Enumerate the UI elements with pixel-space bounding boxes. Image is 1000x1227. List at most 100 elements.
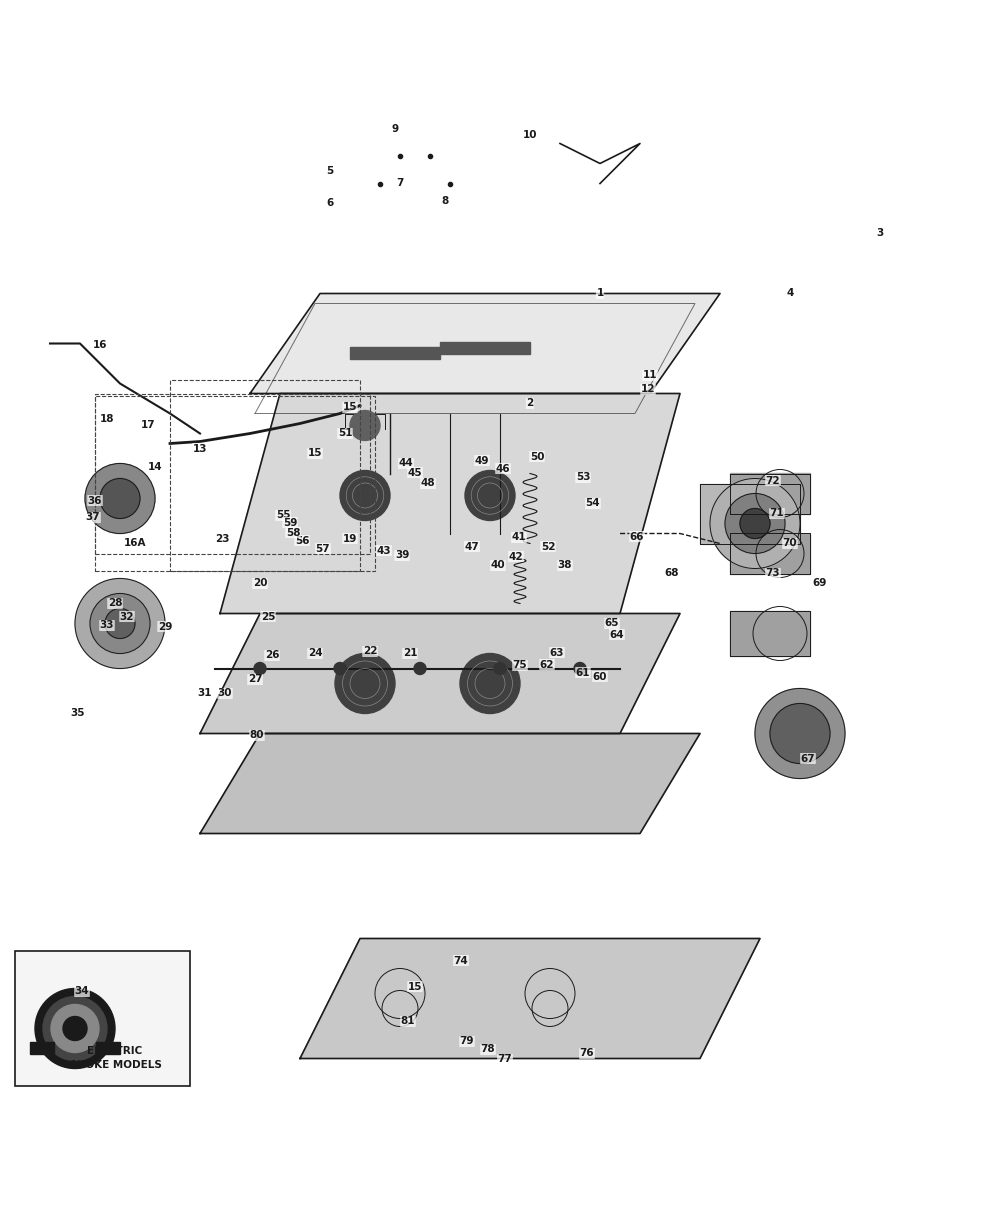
Text: 73: 73 [766,568,780,578]
Circle shape [35,989,115,1069]
Text: 34: 34 [75,987,89,996]
Polygon shape [300,939,760,1059]
Text: 67: 67 [801,753,815,763]
Text: 31: 31 [198,688,212,698]
Text: 17: 17 [141,421,155,431]
Text: 57: 57 [316,544,330,553]
Text: 9: 9 [391,124,399,135]
Text: 77: 77 [498,1054,512,1065]
Circle shape [770,703,830,763]
Text: 7: 7 [396,178,404,189]
Text: 6: 6 [326,199,334,209]
Text: 42: 42 [509,551,523,562]
Text: 12: 12 [641,384,655,395]
Text: 37: 37 [86,513,100,523]
Bar [96,1042,120,1054]
Text: 70: 70 [783,539,797,548]
Text: 75: 75 [513,660,527,670]
Text: 62: 62 [540,659,554,670]
Text: CHOKE MODELS: CHOKE MODELS [69,1060,161,1070]
Text: 66: 66 [630,531,644,541]
Polygon shape [700,483,800,544]
Polygon shape [200,734,700,833]
Text: 64: 64 [610,629,624,639]
Text: 79: 79 [460,1037,474,1047]
Text: 63: 63 [550,648,564,658]
Text: 55: 55 [276,510,290,520]
Text: 60: 60 [593,671,607,681]
Bar [440,341,530,353]
Text: 56: 56 [295,535,309,546]
Circle shape [85,464,155,534]
Text: 18: 18 [100,413,114,423]
Text: 22: 22 [363,647,377,656]
Text: 76: 76 [580,1049,594,1059]
Text: 28: 28 [108,599,122,609]
Text: 74: 74 [454,956,468,966]
Text: 21: 21 [403,649,417,659]
Polygon shape [250,293,720,394]
Circle shape [334,663,346,675]
Circle shape [335,654,395,713]
Text: 20: 20 [253,578,267,589]
Text: 50: 50 [530,452,544,461]
Text: 8: 8 [441,195,449,205]
Circle shape [725,493,785,553]
Text: 45: 45 [408,467,422,477]
Text: 52: 52 [541,541,555,551]
Text: 71: 71 [770,508,784,519]
Text: 46: 46 [496,464,510,474]
Bar [350,346,440,358]
Bar [95,394,370,553]
Bar [170,380,360,571]
Text: 15: 15 [408,982,422,991]
Polygon shape [200,614,680,734]
Text: 29: 29 [158,622,172,632]
Circle shape [494,663,506,675]
Circle shape [100,479,140,519]
Text: 13: 13 [193,443,207,454]
Text: 81: 81 [401,1016,415,1027]
Text: 19: 19 [343,534,357,544]
Text: 68: 68 [665,568,679,578]
Text: 15: 15 [343,402,357,412]
Circle shape [75,578,165,669]
Circle shape [90,594,150,654]
Text: 3: 3 [876,228,884,238]
Bar [15,951,190,1086]
Text: 59: 59 [283,518,297,528]
Circle shape [43,996,107,1060]
Polygon shape [220,394,680,614]
Circle shape [254,663,266,675]
Text: 39: 39 [395,551,409,561]
Circle shape [340,470,390,520]
Text: 61: 61 [576,667,590,677]
Bar [30,1042,54,1054]
Text: 47: 47 [465,541,479,551]
Text: 33: 33 [100,621,114,631]
Bar [95,395,375,571]
Text: 78: 78 [481,1044,495,1054]
Circle shape [460,654,520,713]
Bar [730,534,810,573]
Text: 24: 24 [308,649,322,659]
Circle shape [574,663,586,675]
Circle shape [465,470,515,520]
Circle shape [350,411,380,440]
Text: 16: 16 [93,341,107,351]
Text: 16A: 16A [124,539,146,548]
Text: 2: 2 [526,399,534,409]
Text: 26: 26 [265,650,279,660]
Text: 69: 69 [813,578,827,589]
Text: 53: 53 [576,472,590,482]
Text: 11: 11 [643,371,657,380]
Circle shape [414,663,426,675]
Text: 36: 36 [88,496,102,506]
Text: 30: 30 [218,688,232,698]
Text: 15: 15 [308,449,322,459]
Text: ELECTRIC: ELECTRIC [87,1045,143,1055]
Text: 65: 65 [605,618,619,628]
Text: 5: 5 [326,167,334,177]
Text: 27: 27 [248,675,262,685]
Circle shape [710,479,800,568]
